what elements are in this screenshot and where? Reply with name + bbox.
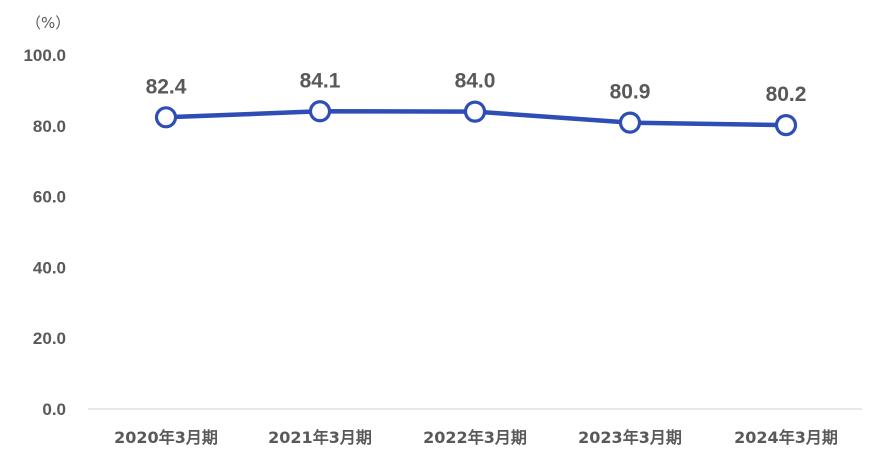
series-markers xyxy=(154,100,798,137)
y-tick-label: 20.0 xyxy=(33,329,66,348)
data-point-marker xyxy=(774,113,798,137)
data-label: 84.0 xyxy=(455,70,496,93)
data-point-marker xyxy=(154,106,178,129)
x-tick-label: 2022年3月期 xyxy=(423,428,527,447)
y-axis-unit-label: （%） xyxy=(26,14,70,32)
data-point-marker xyxy=(618,111,642,134)
x-axis-ticks: 2020年3月期 2021年3月期 2022年3月期 2023年3月期 2024年3月期 xyxy=(114,428,838,447)
y-tick-label: 80.0 xyxy=(33,117,66,136)
data-point-marker xyxy=(463,100,487,123)
x-tick-label: 2023年3月期 xyxy=(578,428,682,447)
y-axis-ticks: 0.0 20.0 40.0 60.0 80.0 100.0 xyxy=(23,46,66,419)
data-point-marker xyxy=(308,100,332,123)
x-tick-label: 2021年3月期 xyxy=(268,428,372,447)
data-label: 84.1 xyxy=(300,69,341,92)
y-tick-label: 40.0 xyxy=(33,258,66,277)
data-label: 80.2 xyxy=(766,83,807,106)
y-tick-label: 60.0 xyxy=(33,188,66,207)
data-labels: 82.4 84.1 84.0 80.9 80.2 xyxy=(146,69,807,106)
x-tick-label: 2020年3月期 xyxy=(114,428,218,447)
y-tick-label: 0.0 xyxy=(42,400,66,419)
data-label: 82.4 xyxy=(146,75,187,98)
data-label: 80.9 xyxy=(610,81,651,104)
x-tick-label: 2024年3月期 xyxy=(734,428,838,447)
y-tick-label: 100.0 xyxy=(23,46,66,65)
